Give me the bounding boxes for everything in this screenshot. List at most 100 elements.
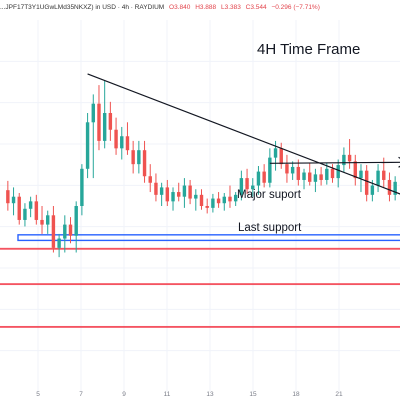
- candle: [131, 140, 135, 174]
- candle-body: [97, 103, 101, 141]
- candle-body: [51, 215, 56, 248]
- candle-body: [85, 122, 90, 169]
- candle: [51, 206, 56, 253]
- candle: [313, 168, 318, 193]
- x-tick-label: 13: [206, 391, 214, 398]
- candle-body: [308, 172, 312, 182]
- candle: [6, 180, 10, 211]
- candle-body: [28, 201, 33, 209]
- candle-body: [102, 113, 107, 141]
- candle: [120, 126, 124, 160]
- timeframe-label: 4H Time Frame: [257, 41, 361, 58]
- candle-body: [80, 168, 84, 206]
- candle: [251, 178, 255, 197]
- candle: [171, 187, 175, 211]
- x-axis: 5 7 9 11 13 15 18 21: [36, 391, 343, 398]
- candle: [34, 194, 39, 225]
- candle: [177, 182, 181, 202]
- candle: [319, 166, 323, 186]
- candle: [154, 173, 158, 202]
- candle-body: [279, 148, 283, 165]
- symbol-header: ...JPF17T3Y1UGwLMd35NKXZ) in USD · 4h · …: [0, 4, 323, 16]
- candle-body: [142, 150, 147, 177]
- candle-body: [91, 103, 95, 123]
- candle: [387, 172, 392, 202]
- candle-body: [154, 182, 158, 195]
- low-value: L3.383: [220, 4, 241, 11]
- candle-body: [370, 185, 375, 195]
- candle-body: [23, 208, 27, 220]
- candle-body: [125, 136, 130, 151]
- candle: [23, 203, 27, 227]
- candle-body: [11, 196, 16, 204]
- descending-trendline: [87, 73, 400, 195]
- candle-body: [285, 164, 289, 174]
- candle-body: [364, 170, 369, 195]
- drawings: [87, 73, 400, 195]
- candle: [91, 94, 95, 179]
- candle-body: [211, 198, 215, 208]
- candle: [205, 198, 209, 214]
- candle: [11, 187, 16, 216]
- x-tick-label: 21: [335, 391, 343, 398]
- arrow-shaft: [269, 161, 400, 164]
- candle: [97, 85, 101, 151]
- candle-body: [137, 150, 141, 165]
- candle: [296, 159, 301, 186]
- candle-body: [148, 176, 152, 183]
- candle-body: [330, 168, 335, 179]
- candle: [233, 192, 238, 206]
- candle: [239, 170, 244, 201]
- candle: [211, 193, 215, 213]
- candle: [256, 166, 261, 195]
- candle: [85, 113, 90, 179]
- candle-body: [6, 190, 10, 204]
- candle: [364, 165, 369, 202]
- candle: [148, 164, 152, 193]
- candle: [74, 201, 78, 253]
- last-support-label: Last support: [238, 222, 302, 234]
- candle-body: [199, 194, 204, 206]
- candle: [325, 163, 329, 185]
- candle: [125, 122, 130, 155]
- candle-body: [336, 165, 340, 179]
- candle-body: [46, 215, 50, 225]
- symbol-label: ...JPF17T3Y1UGwLMd35NKXZ) in USD · 4h · …: [0, 4, 165, 11]
- candlesticks: [6, 80, 397, 258]
- candle-body: [268, 157, 272, 183]
- candle-body: [182, 185, 187, 197]
- candle-body: [233, 194, 238, 202]
- candle-body: [194, 194, 198, 199]
- candle: [228, 185, 232, 208]
- candle: [376, 164, 380, 193]
- candle: [336, 159, 340, 188]
- candle-body: [74, 206, 78, 236]
- candle: [80, 164, 84, 216]
- candle: [342, 147, 346, 173]
- candle: [353, 154, 357, 186]
- candle: [290, 161, 295, 180]
- candle-body: [108, 113, 113, 130]
- candle-body: [63, 224, 67, 239]
- x-tick-label: 15: [249, 391, 257, 398]
- candle: [194, 189, 198, 211]
- candle: [188, 179, 192, 205]
- x-tick-label: 9: [122, 391, 126, 398]
- candle-body: [17, 196, 21, 220]
- candle-body: [177, 192, 181, 197]
- candle: [308, 163, 312, 186]
- x-tick-label: 5: [36, 391, 40, 398]
- candle-body: [120, 136, 124, 149]
- candle: [182, 178, 187, 208]
- candle-body: [239, 178, 244, 195]
- candle: [222, 192, 226, 211]
- candle-body: [222, 196, 226, 204]
- candle: [393, 176, 397, 201]
- candle: [68, 217, 73, 244]
- candle-body: [319, 174, 323, 180]
- candle-body: [302, 172, 306, 180]
- candle: [40, 206, 44, 234]
- candle: [359, 164, 363, 193]
- candle: [142, 140, 147, 183]
